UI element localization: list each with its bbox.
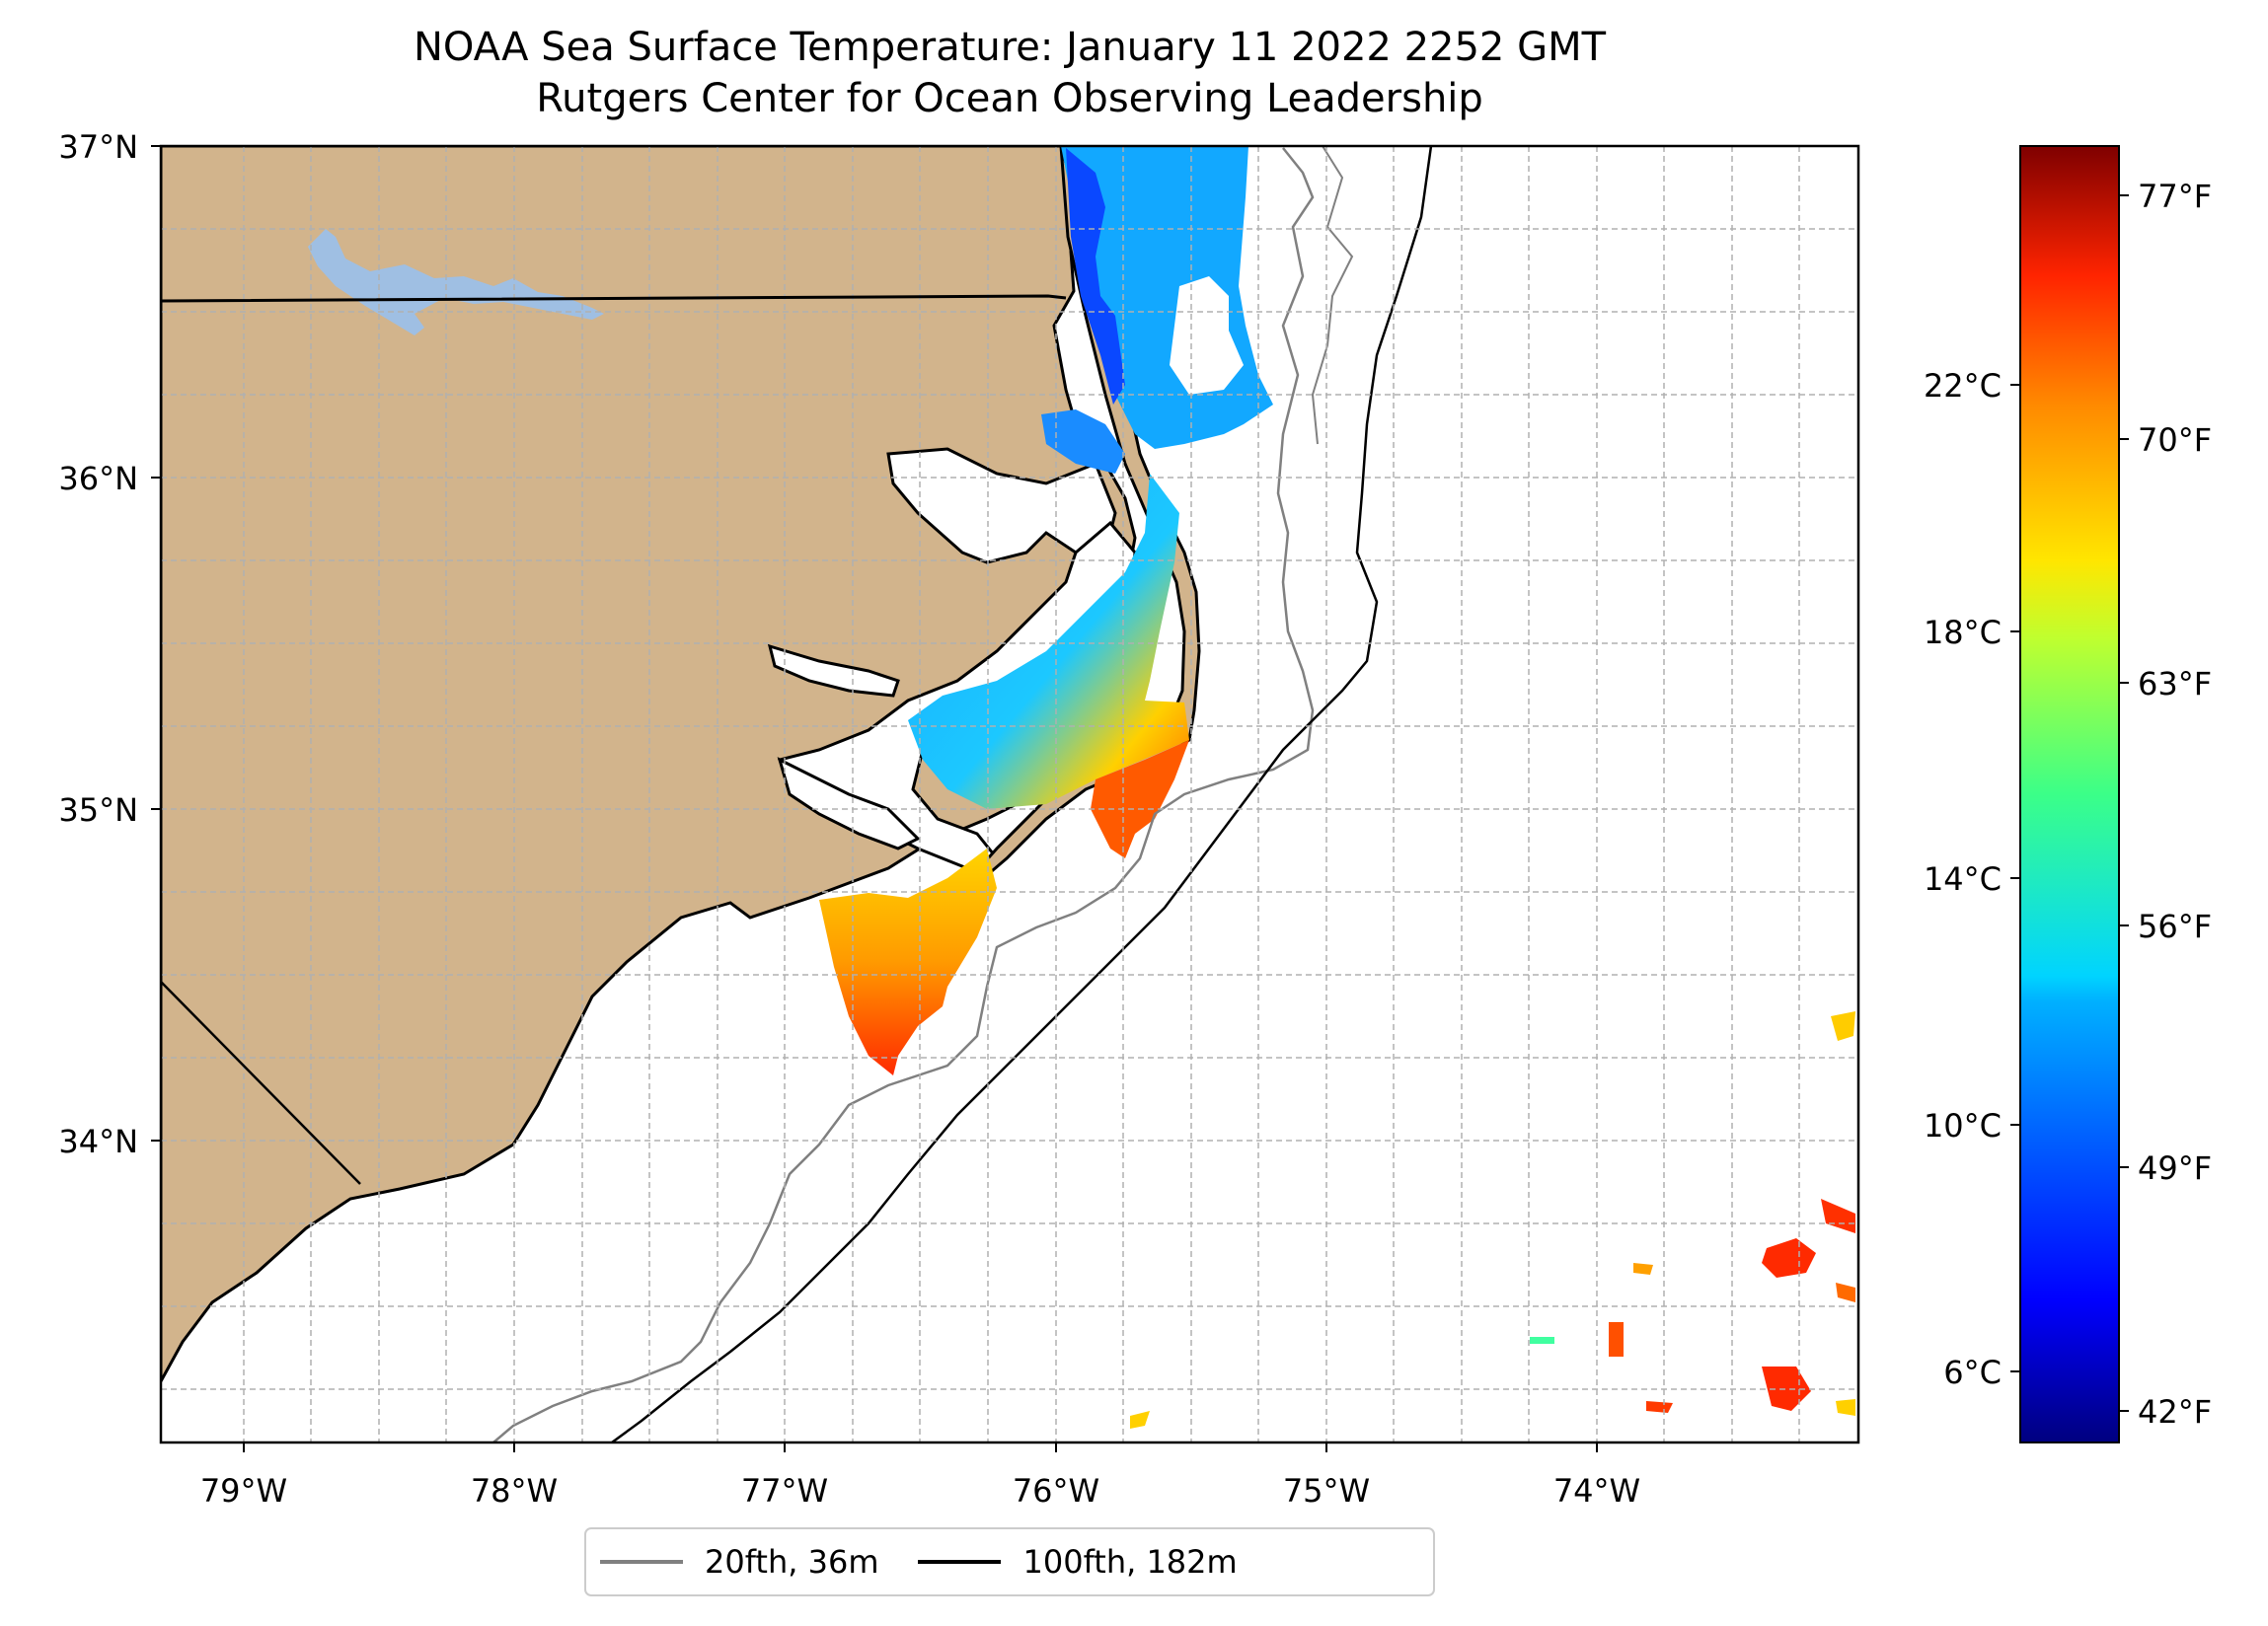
legend-label-100fth: 100fth, 182m bbox=[1022, 1543, 1238, 1581]
sst-patch-east-9 bbox=[1831, 1011, 1855, 1041]
lon-label-74: 74°W bbox=[1553, 1472, 1640, 1510]
colorbar-c-label-6: 6°C bbox=[1943, 1354, 2002, 1391]
colorbar-ticks bbox=[2010, 194, 2129, 1412]
lat-label-35: 35°N bbox=[58, 791, 138, 829]
colorbar-f-label-42: 42°F bbox=[2138, 1393, 2212, 1431]
colorbar bbox=[2019, 145, 2120, 1443]
lake-gaston bbox=[308, 229, 604, 335]
lat-label-34: 34°N bbox=[58, 1123, 138, 1160]
state-border-va-nc bbox=[161, 294, 1067, 303]
sst-patch-hatteras-warm bbox=[1091, 740, 1189, 858]
title-line-1: NOAA Sea Surface Temperature: January 11… bbox=[413, 25, 1607, 70]
legend-item-100fth: 100fth, 182m bbox=[918, 1543, 1238, 1581]
lat-label-37: 37°N bbox=[58, 128, 138, 166]
tick-marks bbox=[151, 145, 1598, 1452]
map-frame bbox=[159, 144, 1860, 1444]
pamlico-river bbox=[767, 643, 900, 698]
sst-patch-east-5 bbox=[1836, 1283, 1855, 1302]
sst-patch-east-6 bbox=[1633, 1263, 1653, 1275]
sst-patch-pamlico bbox=[908, 474, 1189, 809]
colorbar-f-label-56: 56°F bbox=[2138, 908, 2212, 945]
state-border-nc-sc bbox=[161, 981, 361, 1185]
title-line-2: Rutgers Center for Ocean Observing Leade… bbox=[536, 76, 1483, 121]
lon-label-77: 77°W bbox=[741, 1472, 828, 1510]
sst-patch-east-4 bbox=[1609, 1322, 1624, 1357]
colorbar-c-label-10: 10°C bbox=[1924, 1107, 2002, 1145]
isobath-20fth-outer bbox=[1311, 146, 1354, 445]
lon-label-75: 75°W bbox=[1283, 1472, 1370, 1510]
sst-patch-east-1 bbox=[1762, 1238, 1816, 1278]
colorbar-f-label-77: 77°F bbox=[2138, 178, 2212, 215]
sst-patch-onslow bbox=[819, 849, 997, 1075]
lon-label-78: 78°W bbox=[471, 1472, 558, 1510]
sst-patch-east-7 bbox=[1646, 1401, 1673, 1413]
graticule bbox=[161, 146, 1858, 1442]
isobath-20fth bbox=[492, 147, 1315, 1442]
sst-patch-east-10 bbox=[1530, 1337, 1554, 1344]
sst-patch-east-8 bbox=[1836, 1399, 1855, 1416]
isobath-100fth bbox=[611, 146, 1433, 1442]
sst-patch-east-11 bbox=[1130, 1411, 1150, 1429]
map-title: NOAA Sea Surface Temperature: January 11… bbox=[161, 22, 1858, 124]
legend-swatch-black-line bbox=[918, 1560, 1002, 1564]
legend-label-20fth: 20fth, 36m bbox=[705, 1543, 879, 1581]
legend-item-20fth: 20fth, 36m bbox=[600, 1543, 878, 1581]
colorbar-f-label-70: 70°F bbox=[2138, 421, 2212, 459]
isobath-legend: 20fth, 36m 100fth, 182m bbox=[584, 1527, 1435, 1596]
lat-label-36: 36°N bbox=[58, 460, 138, 497]
colorbar-c-label-14: 14°C bbox=[1924, 860, 2002, 898]
sst-patch-east-3 bbox=[1821, 1199, 1855, 1233]
neuse-river bbox=[777, 757, 921, 850]
sst-patch-albemarle bbox=[1041, 409, 1125, 474]
lon-label-79: 79°W bbox=[200, 1472, 287, 1510]
colorbar-c-label-22: 22°C bbox=[1924, 367, 2002, 405]
colorbar-c-label-18: 18°C bbox=[1924, 614, 2002, 651]
colorbar-f-label-49: 49°F bbox=[2138, 1149, 2212, 1187]
sst-patch-north-dark bbox=[1066, 148, 1125, 405]
lon-label-76: 76°W bbox=[1013, 1472, 1099, 1510]
sst-patch-north-hole bbox=[1170, 276, 1244, 395]
legend-swatch-gray-line bbox=[600, 1560, 683, 1564]
colorbar-f-label-63: 63°F bbox=[2138, 665, 2212, 702]
